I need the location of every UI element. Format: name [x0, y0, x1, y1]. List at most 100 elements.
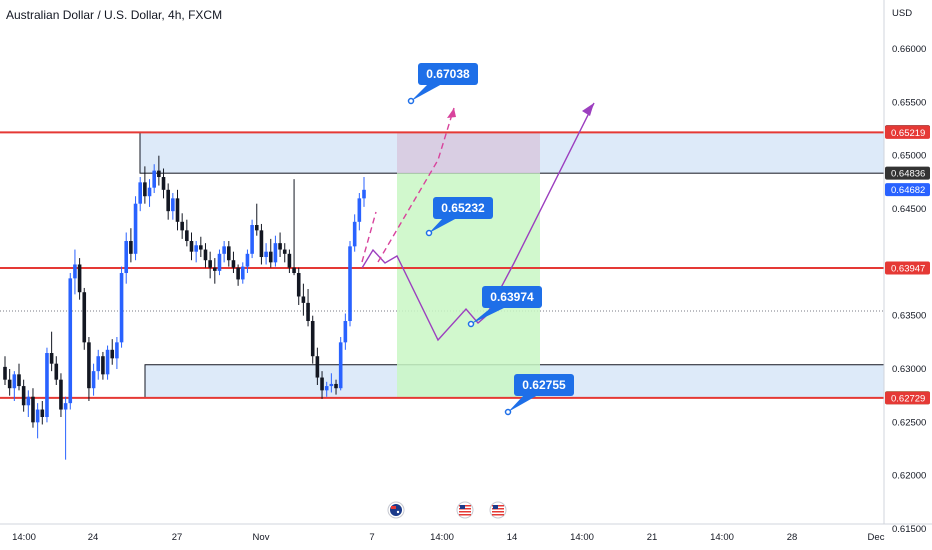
callout-pointer [429, 218, 457, 233]
price-callout[interactable]: 0.63974 [467, 286, 543, 328]
candle-body [282, 249, 287, 254]
price-callout[interactable]: 0.62755 [504, 374, 575, 416]
candle [115, 337, 119, 370]
candle [292, 179, 296, 276]
candle-body [101, 356, 105, 375]
callout-box [482, 286, 542, 308]
us-flag-icon[interactable] [489, 501, 507, 519]
candle-body [236, 267, 240, 280]
candle [147, 179, 152, 207]
callout-anchor [407, 97, 415, 105]
stop-loss-area [397, 132, 540, 174]
price-callouts[interactable]: 0.67038 0.65232 0.63974 0.62755 [407, 63, 575, 416]
candle [59, 373, 63, 418]
candle [26, 390, 31, 418]
candle [199, 236, 203, 258]
candle-body [26, 396, 31, 406]
candle [352, 214, 357, 252]
candle [91, 363, 96, 396]
candle [338, 337, 343, 391]
candle [268, 238, 273, 268]
candle [63, 396, 68, 460]
candle-body [259, 230, 264, 258]
callout-label: 0.65232 [441, 201, 485, 215]
candle [217, 249, 222, 276]
candle [329, 373, 334, 393]
candle [310, 315, 315, 364]
candle-body [329, 383, 334, 387]
candle-body [231, 260, 236, 268]
us-flag-stripe [492, 511, 504, 513]
candle-body [152, 170, 156, 188]
us-flag-stripe [459, 514, 471, 516]
candle-body [110, 349, 115, 359]
price-tag-bg [885, 391, 930, 405]
price-tick-label: 0.64500 [892, 204, 926, 215]
candle-body [115, 342, 119, 359]
candle-body [133, 203, 138, 254]
candle [152, 164, 156, 194]
candle [194, 241, 198, 263]
candle-body [87, 342, 91, 389]
candle [105, 345, 110, 380]
us-flag-icon[interactable] [456, 501, 474, 519]
time-tick-label: 14:00 [12, 532, 36, 543]
candle [301, 283, 306, 316]
candle-body [35, 409, 40, 423]
candle [208, 251, 212, 279]
price-callout[interactable]: 0.65232 [425, 197, 494, 237]
candle-body [49, 353, 54, 364]
candle-body [273, 243, 278, 263]
candle-body [45, 353, 49, 418]
candle-body [143, 182, 147, 197]
candle [334, 379, 338, 395]
callout-label: 0.63974 [490, 290, 534, 304]
time-tick-label: 28 [787, 532, 798, 543]
price-tags: 0.670150.652240.652190.648360.646820.639… [885, 125, 930, 405]
candle-body [320, 377, 324, 391]
candle [73, 249, 77, 295]
candle-body [296, 273, 301, 297]
callout-anchor [467, 320, 475, 328]
candle [166, 183, 170, 220]
candle-body [343, 321, 348, 343]
au-flag-union [391, 506, 396, 509]
price-tick-label: 0.66500 [892, 0, 926, 2]
time-tick-label: 14:00 [430, 532, 454, 543]
candle-body [240, 266, 245, 280]
price-tag: 0.62729 [885, 391, 930, 405]
candle [54, 356, 59, 386]
candle [250, 219, 254, 259]
event-icons[interactable] [387, 501, 507, 519]
candle [45, 347, 49, 423]
candle [161, 168, 166, 199]
candle [203, 243, 208, 268]
candle-body [254, 225, 259, 231]
au-flag-icon[interactable] [387, 501, 405, 519]
candle-body [77, 264, 82, 293]
candle [82, 287, 87, 350]
candle [96, 349, 101, 380]
candle [362, 177, 366, 207]
candle [138, 177, 143, 212]
candle-body [21, 386, 26, 406]
candle-body [12, 374, 17, 389]
time-axis[interactable]: 14:00 24 27 Nov 7 14:00 14 14:00 21 14:00 28 Dec [0, 523, 932, 543]
candle-body [96, 356, 101, 372]
candle-body [301, 296, 306, 303]
price-callout[interactable]: 0.67038 [407, 63, 479, 105]
candle [240, 262, 245, 284]
candle-body [180, 221, 184, 231]
price-tick-label: 0.66000 [892, 44, 926, 55]
projected-path-arrowhead [582, 103, 594, 116]
candle-body [306, 302, 310, 322]
price-tick-label: 0.63000 [892, 364, 926, 375]
candle [306, 289, 310, 327]
callout-pointer [411, 84, 442, 101]
time-tick-label: 14:00 [570, 532, 594, 543]
us-flag-stripe [459, 511, 471, 513]
candle-body [334, 383, 338, 389]
candle-body [185, 230, 189, 242]
price-tick-label: 0.62500 [892, 417, 926, 428]
